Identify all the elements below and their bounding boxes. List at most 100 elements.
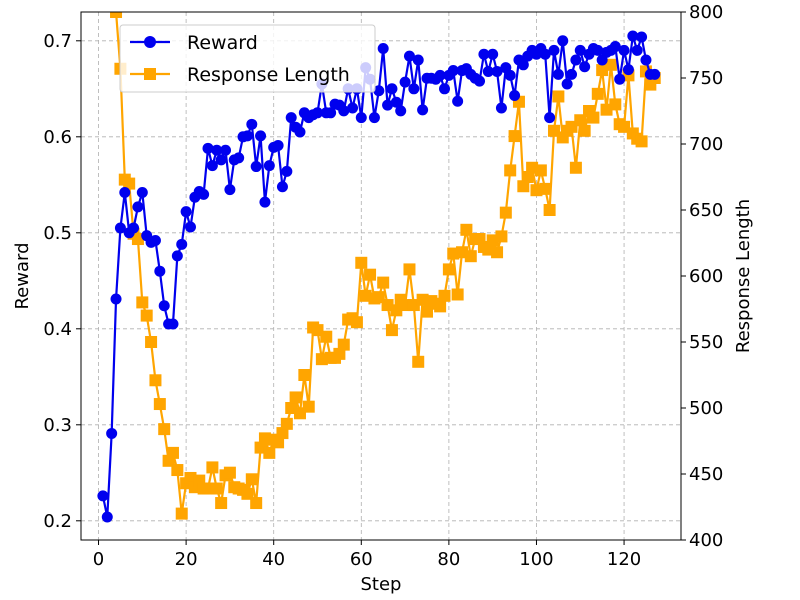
data-point [570,54,582,66]
data-point [636,31,648,43]
data-point [233,152,245,164]
data-point [474,75,486,87]
right-y-axis-title: Response Length [733,199,754,353]
data-point [241,487,254,500]
right-y-tick-label: 400 [689,530,723,551]
data-point [325,107,337,119]
left-y-tick-label: 0.4 [43,319,72,340]
data-point [106,427,118,439]
data-point [504,69,516,81]
data-point [566,68,578,80]
data-point [158,423,171,436]
data-point [250,161,262,173]
data-point [548,44,560,56]
data-point [618,44,630,56]
data-point [557,35,569,47]
data-point [609,41,621,53]
right-y-tick-label: 700 [689,134,723,155]
data-point [337,338,350,351]
data-point [149,374,162,387]
data-point [574,114,587,127]
data-point [132,201,144,213]
legend-marker [144,36,156,48]
data-point [614,73,626,85]
data-point [622,64,634,76]
left-y-tick-label: 0.5 [43,223,72,244]
data-point [285,112,297,124]
data-point [145,336,158,348]
data-point [499,206,512,219]
data-point [110,12,123,18]
data-point [627,30,639,42]
data-point [509,90,521,102]
data-point [220,144,232,156]
data-point [373,85,385,97]
data-point [385,324,398,337]
data-point [280,417,293,430]
data-point [355,256,368,269]
legend-marker [144,68,156,80]
right-y-tick-label: 550 [689,332,723,353]
data-point [390,96,402,108]
legend-box [119,24,376,93]
data-point [153,398,166,411]
data-point [263,446,276,459]
data-point [140,309,153,322]
data-point [569,161,582,174]
data-point [412,355,425,368]
data-point [355,112,367,124]
series-line [101,34,655,519]
data-point [171,464,184,477]
data-point [320,330,333,343]
data-point [149,234,161,246]
data-point [211,144,223,156]
data-point [487,48,499,60]
data-point [478,48,490,60]
right-y-tick-label: 650 [689,200,723,221]
legend: Reward Response Length [119,24,376,93]
data-point [368,112,380,124]
data-point [136,186,148,198]
data-point [649,68,661,80]
data-point [364,268,377,281]
data-point [544,112,556,124]
data-point [281,165,293,177]
data-point [210,482,223,495]
legend-label: Reward [187,32,258,54]
data-point [123,177,136,190]
data-point [166,446,179,459]
data-point [434,300,447,313]
data-point [206,461,219,474]
legend-item: Response Length [130,64,350,86]
data-point [250,497,263,510]
data-point [609,98,622,111]
data-point [631,44,643,56]
data-point [136,296,149,309]
data-point [521,171,534,183]
data-point [180,206,192,218]
right-y-tick-label: 800 [689,2,723,23]
data-point [517,180,530,193]
data-point [241,130,253,142]
data-point [451,288,464,301]
data-point [294,126,306,138]
data-point [434,69,446,81]
data-point [338,105,350,117]
data-point [223,466,236,479]
data-point [456,246,469,259]
data-point [255,130,267,142]
x-tick-label: 120 [607,549,641,570]
data-point [377,42,389,54]
data-point [604,58,617,71]
data-point [202,142,214,154]
data-point [439,83,451,95]
data-point [399,76,411,88]
data-point [574,44,586,56]
left-y-tick-label: 0.3 [43,415,72,436]
x-tick-label: 60 [350,549,373,570]
data-point [635,135,648,148]
data-point [578,124,591,137]
data-point [206,160,218,172]
data-point [460,223,473,236]
data-point [246,118,258,130]
